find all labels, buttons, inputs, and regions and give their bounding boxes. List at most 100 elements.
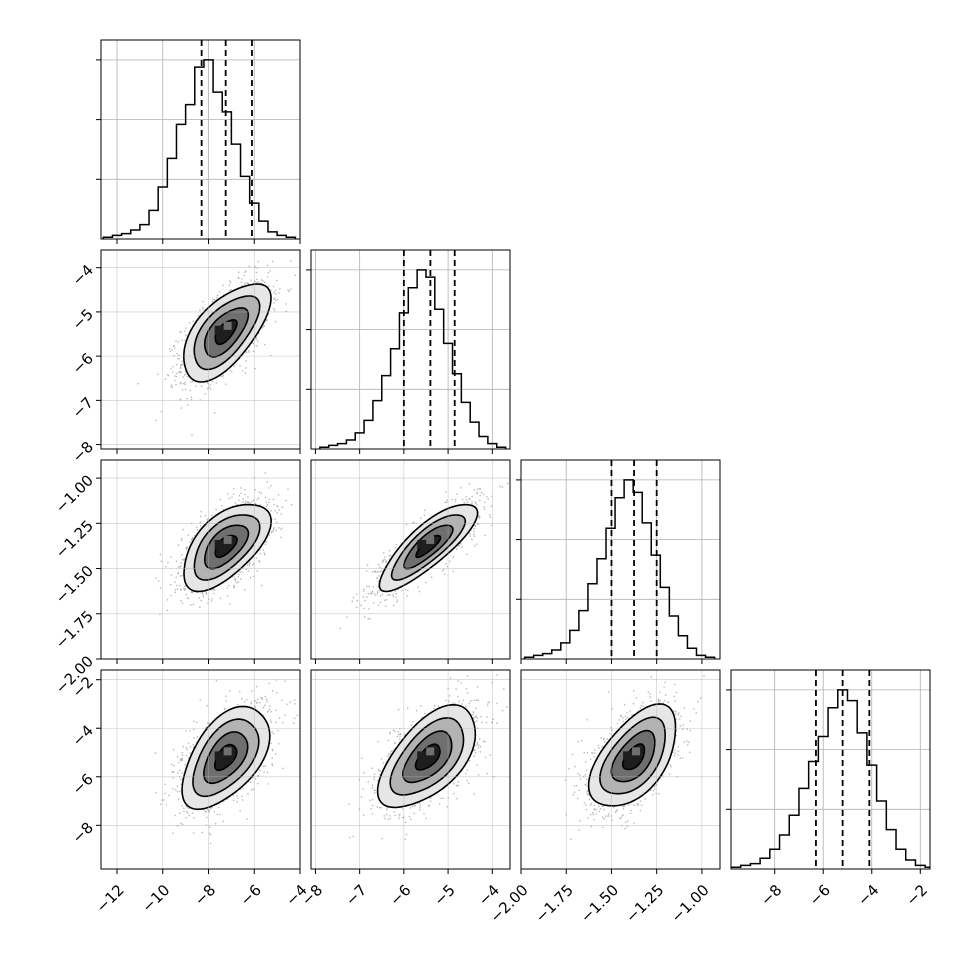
scatter-point <box>154 752 157 754</box>
scatter-point <box>593 756 596 758</box>
scatter-point <box>182 382 184 385</box>
scatter-point <box>428 804 431 807</box>
scatter-point <box>209 826 211 828</box>
scatter-point <box>270 484 272 487</box>
scatter-point <box>206 722 209 724</box>
scatter-point <box>418 590 421 593</box>
scatter-point <box>219 813 221 816</box>
histogram-step <box>102 59 297 239</box>
scatter-point <box>180 407 183 409</box>
scatter-point <box>270 531 273 534</box>
scatter-point <box>278 527 280 529</box>
scatter-point <box>278 717 281 719</box>
scatter-point <box>172 771 175 773</box>
scatter-point <box>401 589 404 592</box>
scatter-point <box>379 566 381 568</box>
scatter-point <box>245 270 247 272</box>
scatter-point <box>687 743 689 746</box>
scatter-point <box>166 373 169 376</box>
scatter-point <box>657 698 660 701</box>
scatter-point <box>166 598 169 601</box>
scatter-point <box>693 708 696 710</box>
scatter-point <box>275 279 278 282</box>
scatter-point <box>272 528 275 530</box>
scatter-point <box>394 730 396 733</box>
scatter-point <box>381 837 383 840</box>
scatter-point <box>677 745 680 748</box>
scatter-point <box>487 701 489 704</box>
scatter-point <box>238 573 240 576</box>
scatter-point <box>689 729 692 732</box>
scatter-point <box>598 810 600 813</box>
scatter-point <box>248 349 250 352</box>
scatter-point <box>455 688 457 690</box>
scatter-point <box>476 686 479 688</box>
scatter-point <box>236 503 238 506</box>
scatter-point <box>468 702 471 705</box>
x-tick-label: −1.50 <box>577 881 622 926</box>
scatter-point <box>196 528 199 531</box>
scatter-point <box>281 527 283 529</box>
scatter-point <box>247 570 250 572</box>
scatter-point <box>483 508 486 511</box>
scatter-point <box>184 339 186 342</box>
scatter-point <box>624 827 626 830</box>
scatter-point <box>170 574 173 576</box>
scatter-point <box>233 576 235 578</box>
scatter-point <box>586 789 589 792</box>
scatter-point <box>186 812 189 814</box>
scatter-point <box>622 814 624 816</box>
scatter-point <box>172 777 174 779</box>
scatter-point <box>650 676 653 678</box>
scatter-point <box>183 810 185 813</box>
scatter-point <box>204 514 207 517</box>
scatter-point <box>603 739 605 741</box>
scatter-point <box>266 711 269 713</box>
scatter-point <box>252 564 254 566</box>
scatter-point <box>160 560 163 563</box>
scatter-point <box>243 274 245 277</box>
scatter-point <box>398 817 400 820</box>
scatter-point <box>252 562 255 565</box>
scatter-point <box>664 694 667 696</box>
scatter-point <box>211 598 213 600</box>
scatter-point <box>209 388 212 391</box>
scatter-point <box>171 348 173 351</box>
scatter-point <box>263 281 266 284</box>
scatter-point <box>195 721 198 724</box>
scatter-point <box>180 562 183 564</box>
scatter-point <box>177 566 180 568</box>
scatter-point <box>192 743 195 746</box>
scatter-point <box>198 314 200 317</box>
scatter-point <box>290 503 293 506</box>
y-tick-label: −4 <box>69 722 97 750</box>
scatter-point <box>171 832 174 834</box>
scatter-point <box>360 604 362 606</box>
scatter-point <box>585 804 587 806</box>
scatter-point <box>385 599 388 601</box>
y-tick-label: −4 <box>69 261 97 289</box>
scatter-point <box>199 698 202 701</box>
scatter-point <box>622 720 624 723</box>
scatter-point <box>429 797 432 799</box>
scatter-point <box>226 595 229 597</box>
scatter-point <box>616 722 619 725</box>
scatter-point <box>367 780 369 783</box>
scatter-point <box>485 721 488 724</box>
scatter-point <box>282 767 284 770</box>
scatter-point <box>371 571 374 573</box>
scatter-point <box>242 370 244 372</box>
scatter-point <box>475 543 478 545</box>
scatter-point <box>255 557 258 559</box>
scatter-point <box>658 691 661 694</box>
scatter-point <box>233 584 235 587</box>
scatter-point <box>466 692 469 694</box>
scatter-point <box>211 380 214 383</box>
scatter-point <box>352 596 355 599</box>
scatter-point <box>274 509 276 512</box>
x-tick-label: −1.00 <box>667 881 712 926</box>
scatter-point <box>191 380 194 383</box>
scatter-point <box>473 489 476 491</box>
scatter-point <box>209 384 211 386</box>
scatter-point <box>474 501 477 503</box>
